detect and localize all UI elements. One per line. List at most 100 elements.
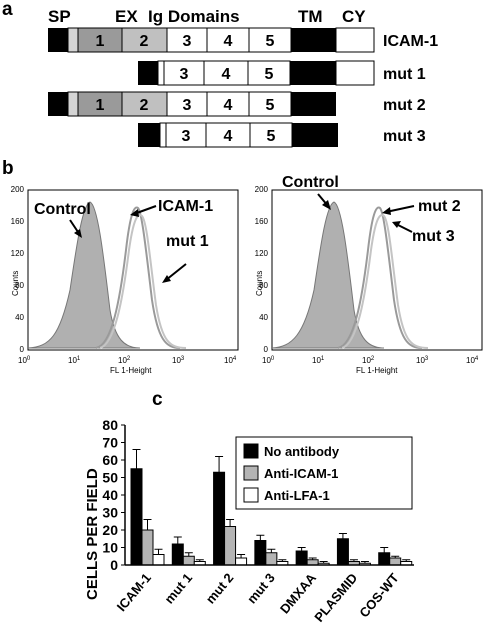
x-axis-label: FL 1-Height — [356, 366, 398, 375]
tm-segment — [291, 92, 336, 116]
domain-3-label: 3 — [182, 128, 191, 145]
x-tick: 101 — [68, 356, 81, 365]
y-tick: 0 — [20, 345, 25, 354]
panel-c-letter: c — [152, 389, 163, 410]
arrow-head-icam1 — [130, 209, 139, 217]
x-ticks: 100 101 102 103 104 — [18, 356, 237, 365]
bar — [295, 550, 308, 566]
histogram-right: Control mut 2 mut 3 Counts 0 40 80 120 1… — [255, 174, 483, 375]
domain-2 — [121, 27, 168, 53]
x-tick: 104 — [466, 356, 479, 365]
legend-label: Anti-ICAM-1 — [264, 466, 338, 481]
domain-1-label: 1 — [96, 33, 105, 50]
arrow-mut1 — [165, 263, 187, 281]
construct-name: mut 3 — [383, 128, 426, 145]
domain-4-label: 4 — [224, 97, 233, 114]
x-axis-label: FL 1-Height — [110, 366, 152, 375]
domain-3-label: 3 — [180, 66, 189, 83]
domain-3 — [166, 27, 208, 53]
legend-label: Anti-LFA-1 — [264, 488, 330, 503]
arrow-head-control — [322, 200, 331, 210]
legend-label: No antibody — [264, 444, 340, 459]
arrow-head-control — [74, 229, 82, 238]
construct-mut-3: 3 4 5 mut 3 — [138, 122, 426, 148]
histogram-left: Control ICAM-1 mut 1 Counts 0 40 80 120 … — [11, 185, 239, 375]
label-mut2: mut 2 — [418, 198, 461, 215]
x-tick: 104 — [224, 356, 237, 365]
domain-3-label: 3 — [183, 33, 192, 50]
sp-segment — [48, 92, 68, 116]
bar — [306, 559, 319, 566]
y-tick: 160 — [255, 217, 269, 226]
domain-5-label: 5 — [266, 97, 275, 114]
mut1-histogram — [99, 214, 187, 349]
domain-5-label: 5 — [266, 33, 275, 50]
domain-2 — [121, 91, 168, 117]
domain-5-label: 5 — [267, 128, 276, 145]
bar — [378, 552, 391, 566]
y-tick-label: 0 — [110, 557, 118, 573]
bar — [213, 471, 226, 566]
x-category-label: PLASMID — [311, 570, 360, 624]
construct-name: mut 2 — [383, 97, 426, 114]
x-category-label: mut 3 — [244, 570, 278, 606]
y-axis-label: Counts — [11, 271, 20, 296]
bar — [235, 557, 248, 566]
label-mut3: mut 3 — [412, 228, 455, 245]
construct-name: ICAM-1 — [383, 33, 438, 50]
domain-5 — [248, 91, 292, 117]
tm-segment — [291, 28, 336, 52]
construct-mut-2: 1 2 3 4 5 mut 2 — [48, 91, 426, 117]
domain-2-label: 2 — [140, 97, 149, 114]
sp-segment — [138, 123, 160, 147]
bar — [224, 526, 237, 566]
y-tick: 120 — [11, 249, 25, 258]
y-tick-label: 20 — [102, 522, 118, 538]
domain-4-label: 4 — [224, 128, 233, 145]
domain-3-label: 3 — [183, 97, 192, 114]
sp-segment — [48, 28, 68, 52]
y-tick-label: 40 — [102, 487, 118, 503]
tm-segment — [292, 123, 338, 147]
legend-swatch-anti-lfa-1 — [243, 487, 259, 503]
domain-3 — [163, 60, 205, 86]
y-tick-label: 10 — [102, 540, 118, 556]
mut2-histogram — [337, 206, 423, 349]
x-tick: 102 — [362, 356, 375, 365]
y-tick-label: 70 — [102, 435, 118, 451]
domain-5-label: 5 — [265, 66, 274, 83]
domain-4 — [206, 91, 250, 117]
bar — [336, 538, 349, 566]
domain-1-label: 1 — [96, 97, 105, 114]
bar — [254, 540, 267, 566]
x-category-label: mut 1 — [161, 570, 195, 606]
panel-b: b Control ICAM-1 mut 1 Counts 0 40 80 12… — [2, 158, 483, 375]
x-tick: 100 — [262, 356, 275, 365]
y-tick-label: 50 — [102, 470, 118, 486]
y-tick: 200 — [11, 185, 25, 194]
panel-a: a SP EX Ig Domains TM CY 1 2 3 4 5 ICAM-… — [2, 0, 438, 148]
y-tick: 0 — [264, 345, 269, 354]
y-tick: 200 — [255, 185, 269, 194]
icam1-histogram — [95, 206, 181, 349]
y-tick: 160 — [11, 217, 25, 226]
x-category-label: mut 2 — [203, 570, 237, 606]
domain-5 — [247, 60, 291, 86]
domain-5 — [248, 27, 292, 53]
domain-5 — [249, 122, 293, 148]
y-tick: 120 — [255, 249, 269, 258]
arrow-mut3 — [395, 223, 413, 233]
ex-segment — [157, 60, 165, 86]
y-tick-label: 80 — [102, 417, 118, 433]
domain-1 — [77, 91, 123, 117]
legend-box — [235, 436, 413, 510]
y-tick: 80 — [15, 281, 24, 290]
panel-b-letter: b — [2, 158, 14, 179]
y-axis-label: CELLS PER FIELD — [84, 468, 101, 600]
x-category-label: DMXAA — [277, 570, 320, 617]
panel-a-letter: a — [2, 0, 13, 20]
arrow-head-mut2 — [382, 207, 391, 215]
